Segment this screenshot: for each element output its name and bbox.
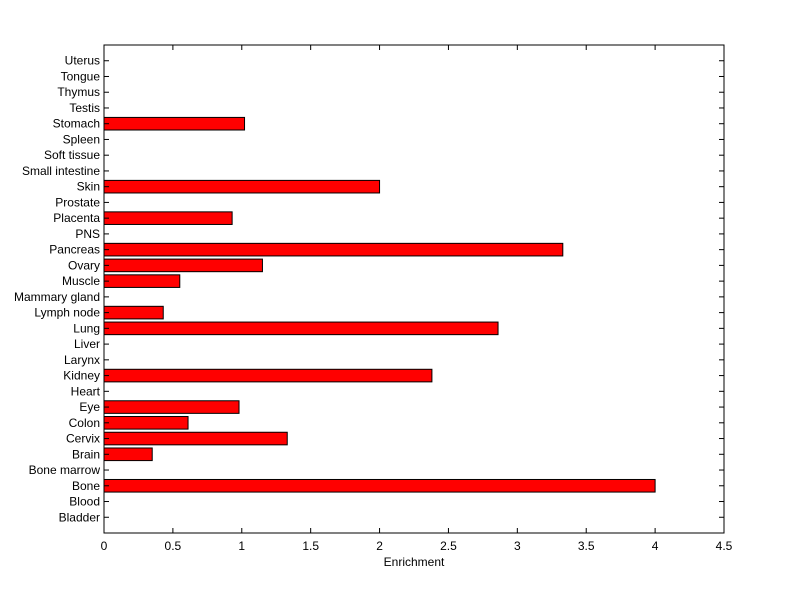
y-tick-label: Small intestine bbox=[22, 164, 100, 178]
y-tick-label: Thymus bbox=[57, 85, 100, 99]
x-axis-label: Enrichment bbox=[384, 555, 445, 569]
bar-placenta bbox=[103, 211, 233, 225]
bar-eye bbox=[103, 400, 240, 414]
y-tick-label: Bone marrow bbox=[29, 463, 101, 477]
bar-pancreas bbox=[103, 242, 564, 257]
x-tick-label: 2.5 bbox=[440, 539, 457, 553]
y-tick-label: Colon bbox=[69, 416, 100, 430]
y-tick-label: Eye bbox=[79, 400, 100, 414]
y-tick-label: Spleen bbox=[63, 132, 100, 146]
x-tick-label: 1 bbox=[238, 539, 245, 553]
x-tick-label: 2 bbox=[376, 539, 383, 553]
x-tick-label: 3 bbox=[514, 539, 521, 553]
y-tick-label: Brain bbox=[72, 447, 100, 461]
y-tick-label: Lung bbox=[73, 321, 100, 335]
y-tick-label: PNS bbox=[75, 227, 100, 241]
x-tick-label: 1.5 bbox=[302, 539, 319, 553]
bar-colon bbox=[103, 416, 189, 430]
bar-brain bbox=[103, 447, 153, 462]
bar-stomach bbox=[103, 116, 246, 131]
y-tick-label: Larynx bbox=[64, 353, 100, 367]
y-tick-label: Mammary gland bbox=[14, 290, 100, 304]
y-tick-label: Ovary bbox=[68, 258, 100, 272]
bar-skin bbox=[103, 179, 381, 194]
x-tick-label: 0 bbox=[101, 539, 108, 553]
y-tick-label: Tongue bbox=[61, 69, 101, 83]
y-tick-label: Testis bbox=[69, 101, 100, 115]
y-tick-label: Skin bbox=[77, 180, 100, 194]
y-tick-label: Muscle bbox=[62, 274, 100, 288]
plot-frame bbox=[103, 44, 725, 534]
bar-kidney bbox=[103, 368, 433, 383]
x-tick-label: 4 bbox=[652, 539, 659, 553]
bar-bone bbox=[103, 478, 656, 493]
x-tick-label: 3.5 bbox=[578, 539, 595, 553]
y-tick-label: Liver bbox=[74, 337, 100, 351]
y-tick-label: Stomach bbox=[53, 117, 100, 131]
x-tick-label: 0.5 bbox=[165, 539, 182, 553]
x-axis: 0 0.5 1 1.5 2 2.5 3 3.5 4 4.5 bbox=[101, 45, 733, 553]
y-tick-label: Placenta bbox=[53, 211, 100, 225]
y-tick-label: Uterus bbox=[65, 54, 100, 68]
y-tick-label: Lymph node bbox=[34, 306, 100, 320]
y-tick-label: Soft tissue bbox=[44, 148, 100, 162]
y-tick-label: Heart bbox=[71, 384, 101, 398]
y-tick-label: Prostate bbox=[55, 195, 100, 209]
bars-layer bbox=[103, 116, 656, 493]
y-tick-label: Blood bbox=[69, 495, 100, 509]
y-tick-label: Bone bbox=[72, 479, 100, 493]
y-tick-label: Cervix bbox=[66, 432, 100, 446]
bar-muscle bbox=[103, 274, 181, 288]
y-tick-label: Bladder bbox=[59, 510, 100, 524]
bar-ovary bbox=[103, 258, 263, 273]
bar-lymph-node bbox=[103, 305, 164, 320]
x-tick-label: 4.5 bbox=[716, 539, 733, 553]
y-tick-label: Kidney bbox=[63, 369, 100, 383]
bar-lung bbox=[103, 321, 499, 336]
y-tick-label: Pancreas bbox=[49, 243, 100, 257]
bar-cervix bbox=[103, 431, 288, 446]
